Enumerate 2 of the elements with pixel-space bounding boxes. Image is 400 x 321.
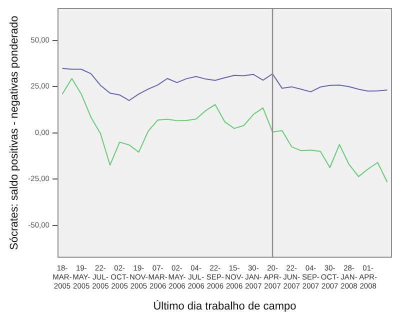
y-axis-title: Sócrates: saldo positivas - negativas ponderado bbox=[8, 16, 21, 250]
x-axis-title: Último dia trabalho de campo bbox=[153, 299, 296, 312]
